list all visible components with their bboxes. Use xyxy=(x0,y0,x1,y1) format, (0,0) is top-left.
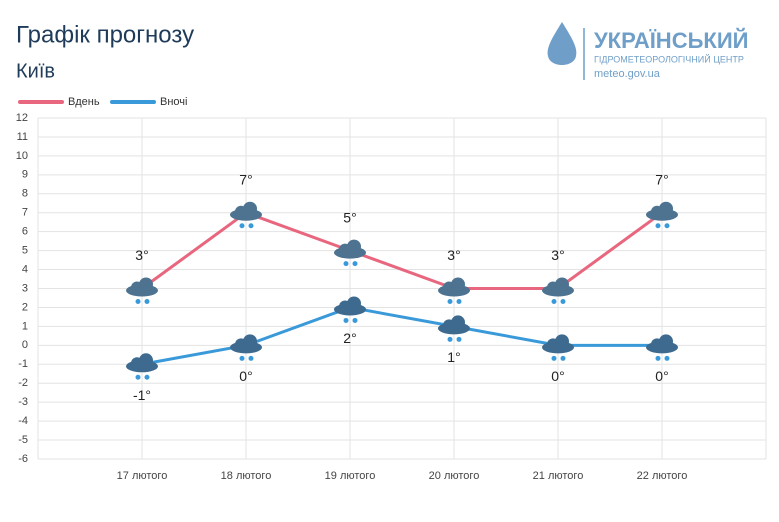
weather-icon xyxy=(126,277,158,304)
data-label: -1° xyxy=(133,387,151,403)
logo-drop xyxy=(547,22,577,65)
y-tick-label: -4 xyxy=(18,415,28,427)
chart-title: Графік прогнозу xyxy=(16,21,194,48)
y-tick-label: 7 xyxy=(22,207,28,219)
drop xyxy=(560,355,566,361)
x-tick-label: 20 лютого xyxy=(429,470,480,482)
drop xyxy=(551,299,557,304)
y-tick-label: 1 xyxy=(22,320,28,332)
y-tick-label: 12 xyxy=(16,112,28,124)
weather-icon xyxy=(334,296,366,323)
y-tick-label: 8 xyxy=(22,188,28,200)
drop xyxy=(144,374,150,380)
y-tick-label: 5 xyxy=(22,245,28,257)
cloud-part xyxy=(139,353,153,368)
weather-icon xyxy=(646,334,678,361)
drop xyxy=(239,223,245,229)
cloud-part xyxy=(451,315,465,330)
y-tick-label: -3 xyxy=(18,396,28,408)
data-label: 0° xyxy=(239,368,252,384)
weather-icon xyxy=(438,315,470,342)
data-label: 0° xyxy=(551,368,564,384)
drop xyxy=(144,299,150,304)
weather-icon xyxy=(438,277,470,304)
cloud-part xyxy=(659,334,673,349)
data-label: 5° xyxy=(343,209,356,225)
cloud-part xyxy=(243,201,257,216)
drop xyxy=(664,355,670,361)
y-tick-label: 6 xyxy=(22,226,28,238)
drop xyxy=(447,336,453,342)
data-label: 7° xyxy=(239,171,252,187)
x-tick-label: 18 лютого xyxy=(221,470,272,482)
y-tick-label: 2 xyxy=(22,301,28,313)
drop xyxy=(655,223,661,229)
weather-icon xyxy=(230,334,262,361)
weather-icon xyxy=(542,334,574,361)
series-line xyxy=(141,305,662,366)
legend-label: Вночі xyxy=(160,96,187,108)
drop xyxy=(248,355,254,361)
cloud-part xyxy=(555,277,569,292)
series-line xyxy=(141,211,663,290)
logo-title: УКРАЇНСЬКИЙ xyxy=(594,28,748,53)
cloud-part xyxy=(139,277,153,292)
drop xyxy=(447,299,453,304)
drop xyxy=(456,299,462,304)
drop xyxy=(655,355,661,361)
drop xyxy=(664,223,670,229)
y-tick-label: 0 xyxy=(22,339,28,351)
weather-icon xyxy=(126,353,158,380)
drop xyxy=(560,299,566,304)
drop xyxy=(343,317,349,323)
y-tick-label: -5 xyxy=(18,434,28,446)
weather-icon xyxy=(334,239,366,267)
logo: УКРАЇНСЬКИЙ ГІДРОМЕТЕОРОЛОГІЧНИЙ ЦЕНТР m… xyxy=(547,22,748,80)
data-label: 3° xyxy=(551,247,564,263)
y-tick-label: 3 xyxy=(22,282,28,294)
cloud-part xyxy=(243,334,257,349)
x-tick-label: 19 лютого xyxy=(325,470,376,482)
cloud-part xyxy=(451,277,465,292)
weather-icon xyxy=(646,201,678,229)
logo-subtitle: ГІДРОМЕТЕОРОЛОГІЧНИЙ ЦЕНТР xyxy=(594,53,744,64)
y-tick-label: 11 xyxy=(17,131,28,143)
cloud-part xyxy=(659,201,673,216)
data-label: 7° xyxy=(655,171,668,187)
data-label: 0° xyxy=(655,368,668,384)
x-tick-label: 17 лютого xyxy=(117,470,168,482)
drop xyxy=(135,374,141,380)
weather-icon xyxy=(542,277,574,304)
cloud-part xyxy=(347,239,361,254)
data-label: 3° xyxy=(135,247,148,263)
data-label: 2° xyxy=(343,330,356,346)
x-tick-label: 21 лютого xyxy=(533,470,584,482)
drop xyxy=(343,261,349,267)
legend-label: Вдень xyxy=(68,96,100,108)
y-tick-label: -6 xyxy=(18,453,28,465)
drop xyxy=(456,336,462,342)
drop xyxy=(551,355,557,361)
drop xyxy=(352,261,358,267)
x-tick-label: 22 лютого xyxy=(637,470,688,482)
drop xyxy=(239,355,245,361)
drop xyxy=(135,299,141,304)
y-tick-label: 10 xyxy=(16,150,28,162)
data-label: 3° xyxy=(447,247,460,263)
y-tick-label: -2 xyxy=(18,377,28,389)
y-tick-label: 9 xyxy=(22,169,28,181)
logo-url: meteo.gov.ua xyxy=(594,68,661,80)
y-tick-label: 4 xyxy=(22,263,28,275)
weather-icon xyxy=(230,201,262,229)
y-tick-label: -1 xyxy=(18,358,28,370)
drop xyxy=(248,223,254,229)
cloud-part xyxy=(347,296,361,311)
drop xyxy=(352,317,358,323)
cloud-part xyxy=(555,334,569,349)
city: Київ xyxy=(16,60,55,82)
data-label: 1° xyxy=(447,349,460,365)
